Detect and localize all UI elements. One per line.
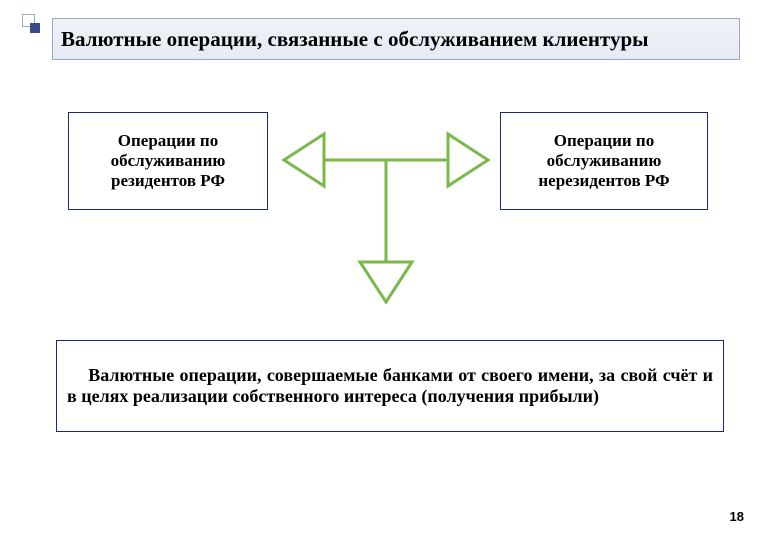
title-bar: Валютные операции, связанные с обслужива… — [52, 18, 740, 60]
box-own-operations-text: Валютные операции, совершаемые банками о… — [67, 365, 713, 407]
box-nonresidents: Операции по обслуживанию нерезидентов РФ — [500, 112, 708, 210]
page-number: 18 — [730, 509, 744, 524]
box-residents-text: Операции по обслуживанию резидентов РФ — [79, 131, 257, 191]
box-residents: Операции по обслуживанию резидентов РФ — [68, 112, 268, 210]
decor-square-small — [30, 23, 40, 33]
title-text: Валютные операции, связанные с обслужива… — [61, 27, 649, 52]
box-nonresidents-text: Операции по обслуживанию нерезидентов РФ — [511, 131, 697, 191]
arrows-diagram — [280, 130, 492, 306]
box-own-operations: Валютные операции, совершаемые банками о… — [56, 340, 724, 432]
